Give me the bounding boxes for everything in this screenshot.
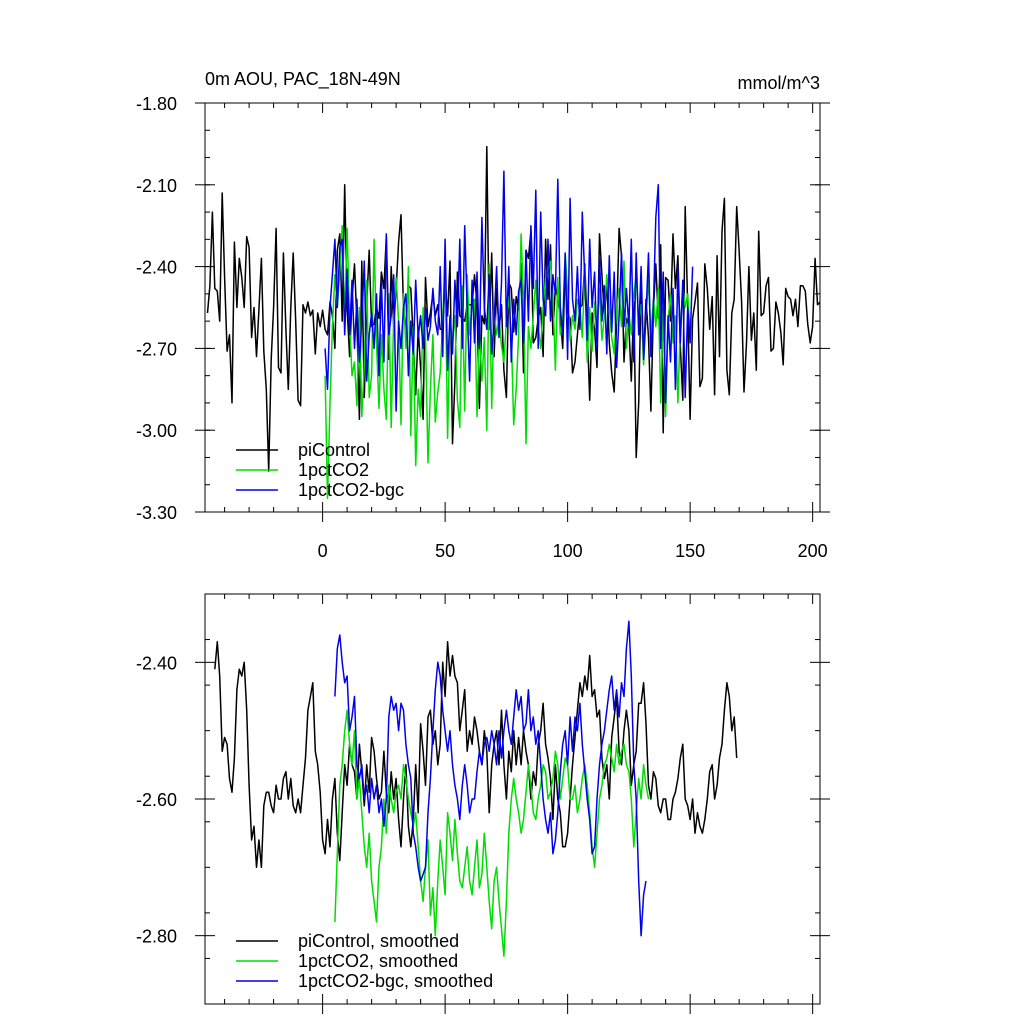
x-tick-label: 0 bbox=[318, 541, 328, 561]
series-line-picontrol-smoothed bbox=[214, 641, 738, 869]
y-tick-label: -2.10 bbox=[136, 176, 177, 196]
legend-label: piControl bbox=[298, 440, 370, 460]
legend-label: 1pctCO2, smoothed bbox=[298, 951, 458, 971]
y-tick-label: -2.60 bbox=[136, 790, 177, 810]
y-tick-label: -2.70 bbox=[136, 339, 177, 359]
series-line-picontrol bbox=[206, 145, 820, 472]
series-line-1pctco2-bgc bbox=[324, 170, 694, 412]
x-tick-label: 100 bbox=[553, 541, 583, 561]
legend-label: 1pctCO2-bgc, smoothed bbox=[298, 971, 493, 991]
legend-label: 1pctCO2 bbox=[298, 460, 369, 480]
chart-title: 0m AOU, PAC_18N-49N bbox=[205, 69, 401, 90]
x-tick-label: 50 bbox=[435, 541, 455, 561]
x-tick-label: 200 bbox=[798, 541, 828, 561]
y-tick-label: -3.30 bbox=[136, 503, 177, 523]
panel-top: 0m AOU, PAC_18N-49N mmol/m^3 0 50 100 150 200 -… bbox=[136, 69, 830, 561]
x-tick-label: 150 bbox=[675, 541, 705, 561]
series-line-1pctco2-smoothed bbox=[334, 709, 650, 957]
series-line-1pctco2-bgc-smoothed bbox=[334, 620, 647, 937]
y-tick-label: -3.00 bbox=[136, 421, 177, 441]
y-tick-label: -2.80 bbox=[136, 927, 177, 947]
legend-label: piControl, smoothed bbox=[298, 931, 459, 951]
panel-bottom: -2.40-2.60-2.80 piControl, smoothed1pctCO… bbox=[136, 593, 830, 1014]
y-tick-label: -1.80 bbox=[136, 94, 177, 114]
y-tick-label: -2.40 bbox=[136, 653, 177, 673]
legend-label: 1pctCO2-bgc bbox=[298, 480, 404, 500]
y-tick-label: -2.40 bbox=[136, 258, 177, 278]
units-label: mmol/m^3 bbox=[738, 73, 820, 93]
